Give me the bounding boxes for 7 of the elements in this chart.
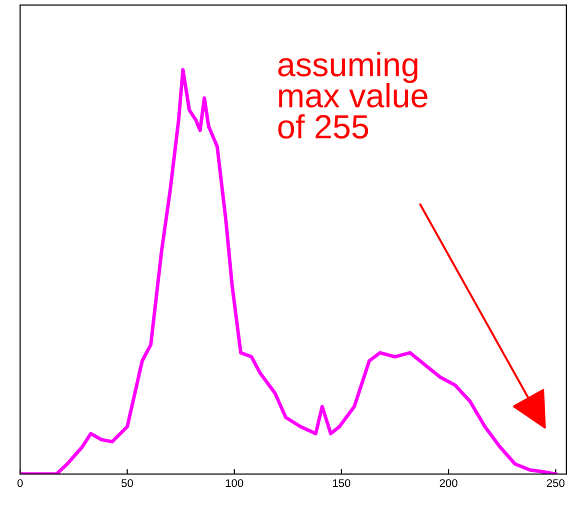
x-tick-label: 0 xyxy=(17,479,23,488)
x-tick-label: 150 xyxy=(333,479,350,488)
x-tick-label: 50 xyxy=(122,479,133,488)
x-tick-label: 200 xyxy=(440,479,458,488)
annotation: assuming max value of 255 xyxy=(278,52,428,139)
x-tick-label: 250 xyxy=(546,479,564,488)
x-tick-label: 100 xyxy=(226,479,244,488)
